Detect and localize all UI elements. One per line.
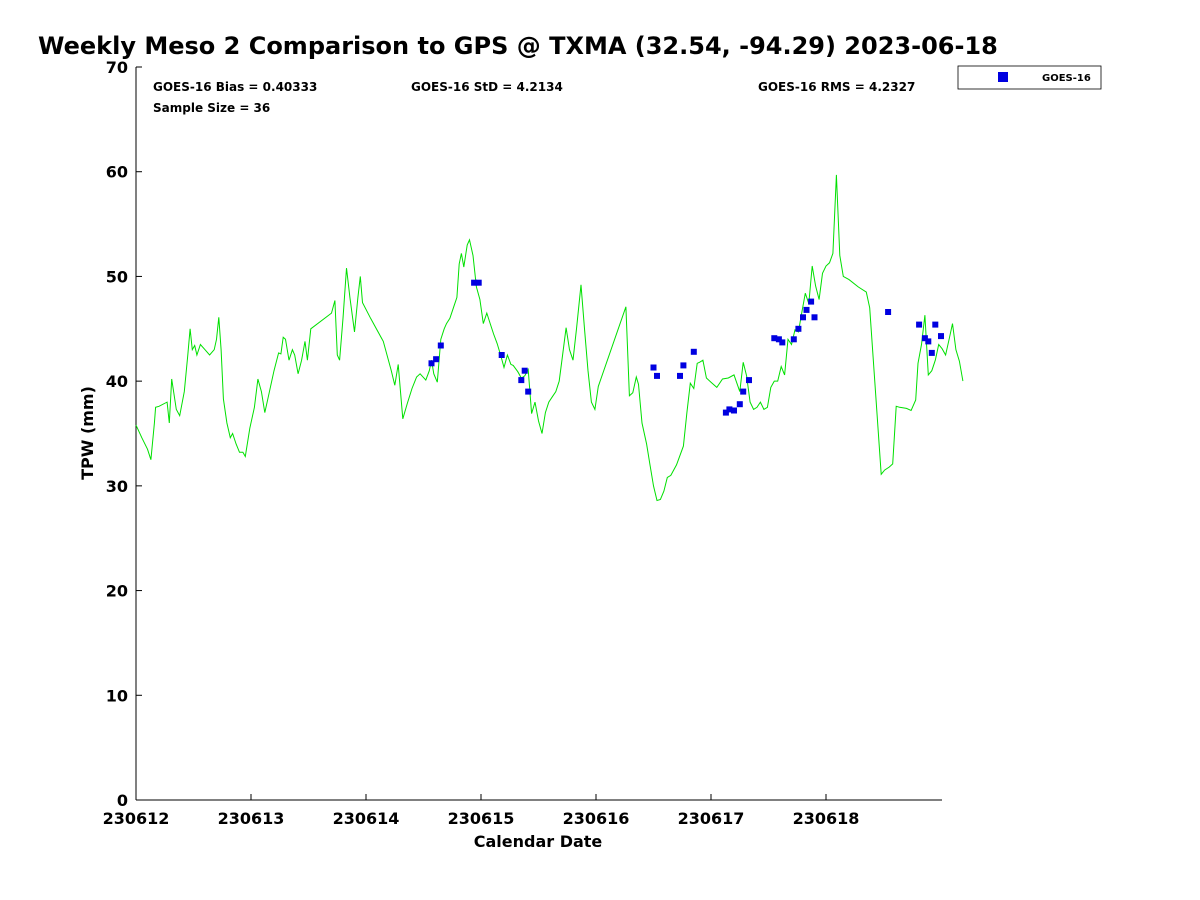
y-ticks: 0 10 20 30 40 50 60 70 [106, 58, 142, 810]
goes16-point [680, 362, 687, 369]
goes16-point [746, 377, 752, 384]
chart-title: Weekly Meso 2 Comparison to GPS @ TXMA (… [38, 32, 998, 60]
goes16-point [654, 372, 660, 379]
x-tick-label: 230612 [103, 809, 170, 828]
goes16-point [722, 409, 729, 416]
goes16-point [677, 372, 683, 379]
goes16-point [800, 314, 806, 321]
goes16-point [521, 367, 528, 374]
goes16-point [726, 406, 733, 413]
legend-marker-goes16 [998, 72, 1008, 82]
goes16-point [803, 306, 810, 313]
goes16-point [525, 388, 532, 395]
goes16-point [790, 336, 797, 343]
goes16-point [938, 333, 944, 340]
goes16-point [808, 298, 815, 305]
y-tick-label: 50 [106, 267, 128, 286]
y-tick-label: 20 [106, 582, 128, 601]
goes16-point [925, 338, 932, 345]
y-tick-label: 60 [106, 163, 128, 182]
goes16-point [731, 407, 737, 414]
plot-area [135, 67, 942, 801]
goes16-point [928, 349, 935, 356]
x-tick-label: 230618 [793, 809, 860, 828]
goes16-point [433, 356, 440, 363]
x-tick-label: 230615 [448, 809, 515, 828]
goes16-point [779, 339, 786, 346]
x-tick-label: 230613 [218, 809, 285, 828]
x-tick-label: 230614 [333, 809, 400, 828]
goes16-point [932, 321, 939, 328]
goes16-point [437, 342, 444, 349]
bias-stat: GOES-16 Bias = 0.40333 [153, 80, 317, 94]
goes16-point [475, 279, 482, 286]
goes16-point [811, 314, 818, 321]
legend-label-goes16: GOES-16 [1042, 73, 1091, 84]
goes16-point [471, 279, 478, 286]
y-tick-label: 30 [106, 477, 128, 496]
y-tick-label: 70 [106, 58, 128, 77]
goes16-point [771, 335, 778, 342]
sample-size-stat: Sample Size = 36 [153, 101, 270, 115]
legend-box [957, 65, 1102, 90]
y-tick-label: 10 [106, 686, 128, 705]
series-layer [135, 174, 964, 502]
goes16-point [795, 325, 802, 332]
goes16-point [916, 321, 923, 328]
x-tick-label: 230616 [563, 809, 630, 828]
goes16-point [921, 335, 928, 342]
x-axis-label: Calendar Date [474, 832, 603, 851]
goes16-point [428, 360, 435, 367]
std-stat: GOES-16 StD = 4.2134 [411, 80, 563, 94]
y-axis-label: TPW (mm) [78, 386, 97, 480]
goes16-point [690, 348, 697, 355]
legend: GOES-16 [957, 65, 1102, 90]
x-ticks: 230612 230613 230614 230615 230616 230617 2306… [103, 794, 860, 828]
goes16-point [740, 388, 747, 395]
goes16-point [498, 352, 505, 358]
goes16-point [518, 377, 525, 384]
goes16-point [775, 336, 782, 343]
y-tick-label: 0 [117, 791, 128, 810]
goes16-point [736, 401, 743, 408]
goes16-point [885, 309, 892, 315]
goes16-point [650, 364, 657, 371]
x-tick-label: 230617 [678, 809, 745, 828]
y-tick-label: 40 [106, 372, 128, 391]
rms-stat: GOES-16 RMS = 4.2327 [758, 80, 915, 94]
gps-tpw-line [135, 174, 964, 502]
